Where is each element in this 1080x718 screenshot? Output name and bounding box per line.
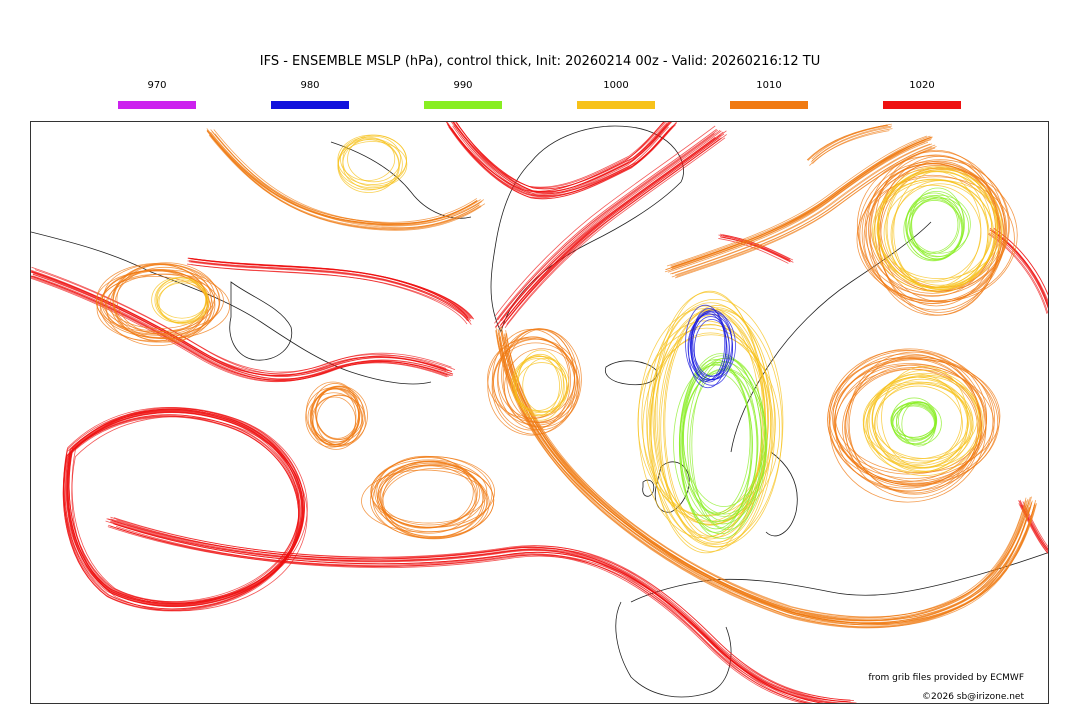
legend-swatch [118,101,196,109]
legend-item-970: 970 [118,80,196,109]
isobar-1010-labrador-low [95,262,231,347]
hudson-coast [229,281,293,361]
isobar-1010-iceland-low [487,328,582,436]
map-title: IFS - ENSEMBLE MSLP (hPa), control thick… [259,54,821,69]
legend-item-990: 990 [424,80,502,109]
isobar-1010-atlantic-low-1 [305,381,368,450]
isobar-1000-norwegian-low [637,290,784,554]
isobar-1020-greenland [494,125,727,329]
legend-swatch [271,101,349,109]
isobar-1010-russia-low [827,348,1001,503]
arctic-islands [330,141,472,219]
legend-label: 990 [453,80,473,91]
legend-item-980: 980 [271,80,349,109]
isobar-lines [31,122,1048,703]
isobar-1010-arctic-canada [206,128,486,231]
isobar-1000-russia-low [862,366,984,476]
isobar-1020-north-band [187,257,475,325]
isobar-1000-arctic-low [872,166,1003,293]
isobar-1010-arctic-low [856,149,1018,316]
legend-label: 980 [300,80,320,91]
legend-swatch [577,101,655,109]
iberia-coast [615,601,732,698]
isobar-990-arctic-low [903,187,971,262]
legend-label: 1000 [603,80,629,91]
legend-item-1010: 1010 [730,80,808,109]
isobar-1010-atlantic-low-2 [361,455,496,540]
legend-label: 1010 [756,80,782,91]
canada-coast [31,231,432,385]
isobar-1020-atlantic-high [62,407,308,612]
isobar-map [31,122,1048,703]
legend-swatch [883,101,961,109]
isobar-1020-canada-band [31,266,456,383]
isobar-1010-top [806,123,893,166]
europe-coast [630,552,1048,603]
isobar-980-core [685,304,736,389]
legend-swatch [424,101,502,109]
isobar-1000-iceland-low [511,349,570,421]
greenland-coast [490,125,684,334]
legend-item-1020: 1020 [883,80,961,109]
isobar-1020-southern-band [105,516,857,703]
legend-swatch [730,101,808,109]
isobar-1020-arctic [445,122,677,200]
baltic-coast [765,451,798,537]
data-source-credit: from grib files provided by ECMWF [868,673,1024,683]
legend-label: 1020 [909,80,935,91]
copyright-credit: ©2026 sb@irizone.net [922,692,1024,702]
isobar-1010-main [495,326,1037,629]
isobar-1000-canada-low [337,134,408,193]
isobar-1000-labrador-low [151,277,210,325]
legend-label: 970 [147,80,167,91]
legend-item-1000: 1000 [577,80,655,109]
isobar-990-russia-low [890,397,942,447]
map-panel [30,121,1049,704]
